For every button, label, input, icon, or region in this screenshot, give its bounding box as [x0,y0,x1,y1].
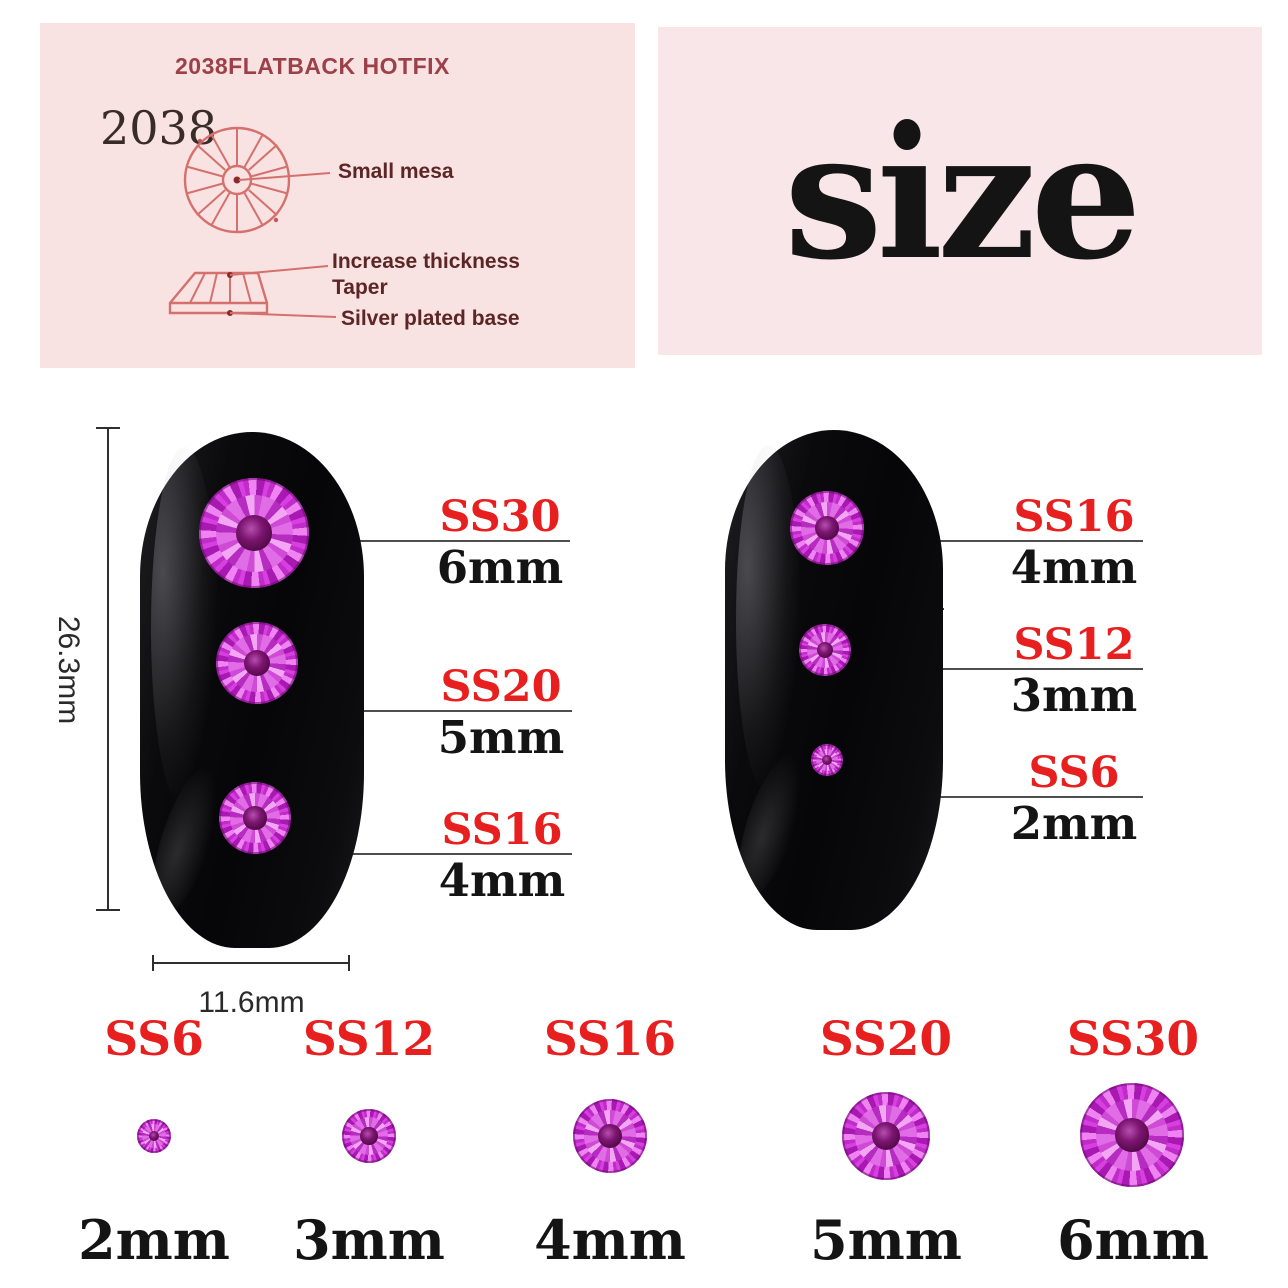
callout-mm-label: 4mm [1010,541,1138,594]
gem-ss6-sample [137,1119,171,1153]
flatback-diagram-panel: 2038FLATBACK HOTFIX 2038 [40,23,635,368]
callout-ss-label: SS16 [340,807,572,855]
size-title: sı ze [760,105,1160,289]
label-increase-thickness: Increase thickness [332,250,520,273]
width-dimension-value: 11.6mm [198,986,305,1019]
label-small-mesa: Small mesa [338,160,454,183]
size-title-i: ı [876,94,944,299]
callout-right-ss12: SS12 3mm [938,622,1143,722]
size-chart-ss-label: SS12 [302,1012,436,1067]
gem-ss16-on-left-nail [219,782,291,854]
callout-right-ss16: SS16 4mm [938,494,1143,594]
side-view-drawing [168,265,337,318]
rhinestone-diagram [168,126,337,318]
callout-right-ss6: SS6 2mm [905,750,1143,850]
height-dimension-value: 26.3mm [52,615,85,725]
nail-right [725,430,943,930]
gem-ss30-on-left-nail [199,478,309,588]
size-title-ze: ze [937,94,1142,299]
callout-ss-label: SS6 [905,750,1143,798]
callout-mm-label: 4mm [438,854,566,907]
top-view-drawing [183,126,331,234]
size-chart-ss-label: SS6 [104,1012,204,1067]
size-chart-mm-label: 4mm [534,1208,686,1272]
gem-ss20-sample [842,1092,930,1180]
callout-mm-label: 3mm [1010,669,1138,722]
label-taper: Taper [332,276,388,299]
width-dimension-tick-right [348,955,350,971]
height-dimension-cap-top [96,427,120,429]
gem-ss16-sample [573,1099,647,1173]
size-chart-ss-label: SS30 [1066,1012,1200,1067]
callout-mm-label: 6mm [436,541,564,594]
label-silver-plated-base: Silver plated base [341,307,520,330]
callout-ss-label: SS20 [340,664,572,712]
callout-left-ss16: SS16 4mm [340,807,572,907]
width-dimension-tick-left [152,955,154,971]
callout-left-ss20: SS20 5mm [340,664,572,764]
size-chart-mm-label: 6mm [1057,1208,1209,1272]
gem-ss16-on-right-nail [790,491,864,565]
size-chart-ss-label: SS20 [819,1012,953,1067]
height-dimension-cap-bottom [96,909,120,911]
size-title-s: s [784,94,883,299]
callout-left-ss30: SS30 6mm [340,494,570,594]
size-chart-mm-label: 2mm [78,1208,230,1272]
gem-ss6-on-right-nail [811,744,843,776]
callout-ss-label: SS12 [938,622,1143,670]
size-chart-ss-label: SS16 [543,1012,677,1067]
callout-mm-label: 2mm [1010,797,1138,850]
callout-ss-label: SS30 [340,494,570,542]
size-chart-mm-label: 5mm [810,1208,962,1272]
gem-ss30-sample [1080,1083,1184,1187]
size-chart-mm-label: 3mm [293,1208,445,1272]
gem-ss12-on-right-nail [799,624,851,676]
callout-ss-label: SS16 [938,494,1143,542]
i-dot [893,119,921,150]
gem-ss20-on-left-nail [216,622,298,704]
callout-mm-label: 5mm [437,711,565,764]
height-dimension-line [107,428,109,910]
panel-header: 2038FLATBACK HOTFIX [175,53,450,79]
gem-ss12-sample [342,1109,396,1163]
width-dimension-line [153,962,350,964]
size-title-panel: sı ze [658,27,1262,355]
